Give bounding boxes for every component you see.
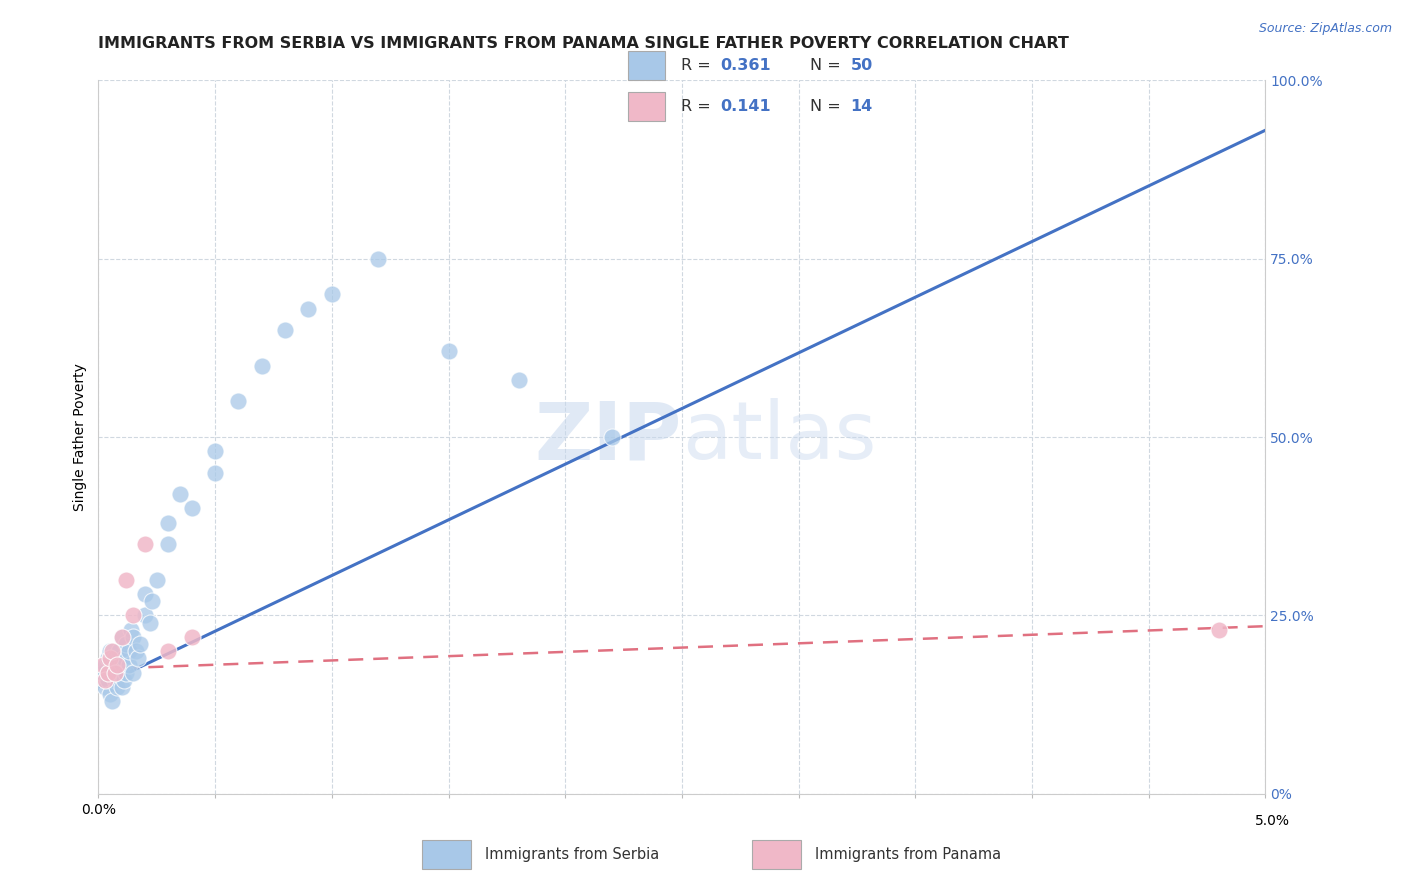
Point xyxy=(94,658,117,673)
Point xyxy=(139,615,162,630)
Point xyxy=(97,673,120,687)
Point xyxy=(108,644,131,658)
Text: ZIP: ZIP xyxy=(534,398,682,476)
Point xyxy=(91,665,114,680)
Point xyxy=(122,608,145,623)
Point xyxy=(120,623,142,637)
Point xyxy=(204,466,226,480)
Text: 0.141: 0.141 xyxy=(721,99,772,114)
Point xyxy=(105,680,128,694)
Point xyxy=(157,516,180,530)
Point xyxy=(134,587,156,601)
Point xyxy=(98,644,121,658)
Point xyxy=(125,644,148,658)
Point xyxy=(321,287,343,301)
Point xyxy=(115,637,138,651)
Point xyxy=(91,658,114,673)
FancyBboxPatch shape xyxy=(752,839,801,869)
Text: 0.361: 0.361 xyxy=(721,58,772,73)
FancyBboxPatch shape xyxy=(628,92,665,120)
Point xyxy=(122,630,145,644)
Point xyxy=(169,487,191,501)
Point xyxy=(180,630,202,644)
Text: R =: R = xyxy=(681,58,716,73)
Text: atlas: atlas xyxy=(682,398,876,476)
Point xyxy=(104,673,127,687)
Point xyxy=(134,537,156,551)
Point xyxy=(118,644,141,658)
Point xyxy=(1208,623,1230,637)
Point xyxy=(250,359,273,373)
Point xyxy=(157,644,180,658)
Text: 50: 50 xyxy=(851,58,873,73)
Point xyxy=(101,644,124,658)
Point xyxy=(115,573,138,587)
Point xyxy=(157,537,180,551)
Point xyxy=(98,687,121,701)
Text: Immigrants from Panama: Immigrants from Panama xyxy=(815,847,1001,862)
Point xyxy=(129,637,152,651)
Point xyxy=(127,651,149,665)
Point xyxy=(297,301,319,316)
Point xyxy=(204,444,226,458)
Point xyxy=(111,680,134,694)
Point xyxy=(367,252,389,266)
Point xyxy=(104,665,127,680)
Point xyxy=(274,323,297,337)
Point xyxy=(112,651,135,665)
Point xyxy=(111,630,134,644)
FancyBboxPatch shape xyxy=(628,52,665,80)
Y-axis label: Single Father Poverty: Single Father Poverty xyxy=(73,363,87,511)
Point xyxy=(94,673,117,687)
Point xyxy=(97,665,120,680)
Text: IMMIGRANTS FROM SERBIA VS IMMIGRANTS FROM PANAMA SINGLE FATHER POVERTY CORRELATI: IMMIGRANTS FROM SERBIA VS IMMIGRANTS FRO… xyxy=(98,36,1070,51)
Point xyxy=(141,594,163,608)
Point xyxy=(101,665,124,680)
Point xyxy=(101,694,124,708)
Point xyxy=(104,651,127,665)
Point xyxy=(98,651,121,665)
Point xyxy=(115,665,138,680)
Point xyxy=(228,394,250,409)
Text: 14: 14 xyxy=(851,99,873,114)
Point xyxy=(105,658,128,673)
Point xyxy=(122,665,145,680)
Text: 5.0%: 5.0% xyxy=(1256,814,1289,828)
Text: Source: ZipAtlas.com: Source: ZipAtlas.com xyxy=(1258,22,1392,36)
Point xyxy=(112,673,135,687)
Point xyxy=(118,658,141,673)
Point xyxy=(508,373,530,387)
Point xyxy=(108,665,131,680)
Point xyxy=(111,630,134,644)
Text: Immigrants from Serbia: Immigrants from Serbia xyxy=(485,847,659,862)
Point xyxy=(105,658,128,673)
Point xyxy=(94,680,117,694)
Point xyxy=(134,608,156,623)
Point xyxy=(111,658,134,673)
Point xyxy=(97,651,120,665)
Point xyxy=(180,501,202,516)
Text: N =: N = xyxy=(810,99,846,114)
Text: R =: R = xyxy=(681,99,716,114)
Point xyxy=(146,573,169,587)
FancyBboxPatch shape xyxy=(422,839,471,869)
Point xyxy=(437,344,460,359)
Text: N =: N = xyxy=(810,58,846,73)
Point xyxy=(600,430,623,444)
